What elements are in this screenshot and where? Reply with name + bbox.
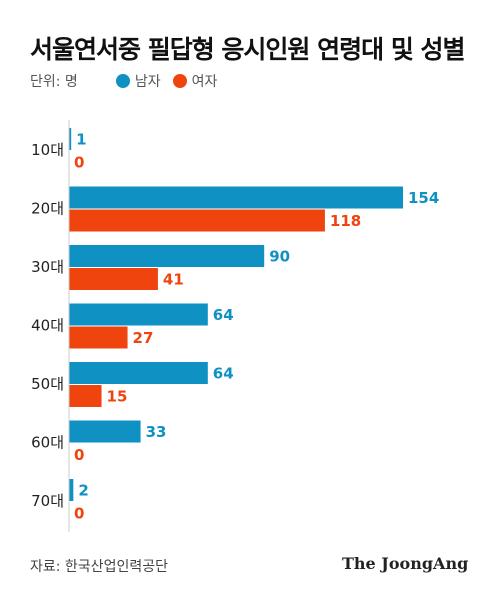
category-label: 20대: [31, 200, 64, 218]
category-label: 60대: [31, 434, 64, 452]
category-label: 40대: [31, 317, 64, 335]
legend-item-female: 여자: [172, 71, 218, 91]
chart-title: 서울연서중 필답형 응시인원 연령대 및 성별: [30, 35, 466, 64]
legend-label-male: 남자: [134, 74, 161, 90]
source-note: 자료: 한국산업인력공단: [30, 559, 168, 575]
legend-dot-female: [172, 74, 187, 88]
value-label-male: 1: [76, 131, 86, 149]
value-label-male: 90: [269, 248, 290, 266]
value-label-female: 118: [330, 212, 361, 230]
bar-male: [69, 186, 403, 209]
value-label-female: 0: [74, 505, 84, 523]
category-label: 50대: [31, 375, 64, 393]
value-label-female: 27: [133, 329, 154, 347]
legend-dot-male: [115, 74, 130, 88]
category-label: 10대: [31, 141, 64, 159]
value-label-male: 64: [213, 365, 234, 383]
value-label-female: 41: [163, 271, 184, 289]
legend: 단위: 명 남자 여자: [30, 71, 229, 91]
legend-label-female: 여자: [191, 74, 218, 90]
bar-male: [69, 303, 208, 326]
bar-male: [69, 362, 208, 384]
bar-female: [69, 326, 128, 349]
value-label-female: 0: [74, 446, 84, 464]
category-label: 30대: [31, 258, 64, 276]
bar-male: [69, 245, 265, 267]
bar-female: [69, 385, 102, 407]
value-label-male: 154: [408, 189, 439, 207]
legend-item-male: 남자: [115, 71, 161, 91]
bar-female: [69, 209, 325, 232]
bar-female: [69, 268, 158, 290]
publisher-logo: The JoongAng: [342, 554, 469, 573]
value-label-male: 2: [78, 482, 88, 500]
value-label-female: 15: [107, 388, 128, 406]
category-label: 70대: [31, 492, 64, 510]
value-label-female: 0: [74, 154, 84, 172]
value-label-male: 33: [146, 423, 167, 441]
bar-male: [69, 128, 72, 150]
value-label-male: 64: [213, 306, 234, 324]
bar-male: [69, 479, 74, 501]
bar-male: [69, 420, 141, 443]
unit-label: 단위: 명: [30, 74, 78, 90]
